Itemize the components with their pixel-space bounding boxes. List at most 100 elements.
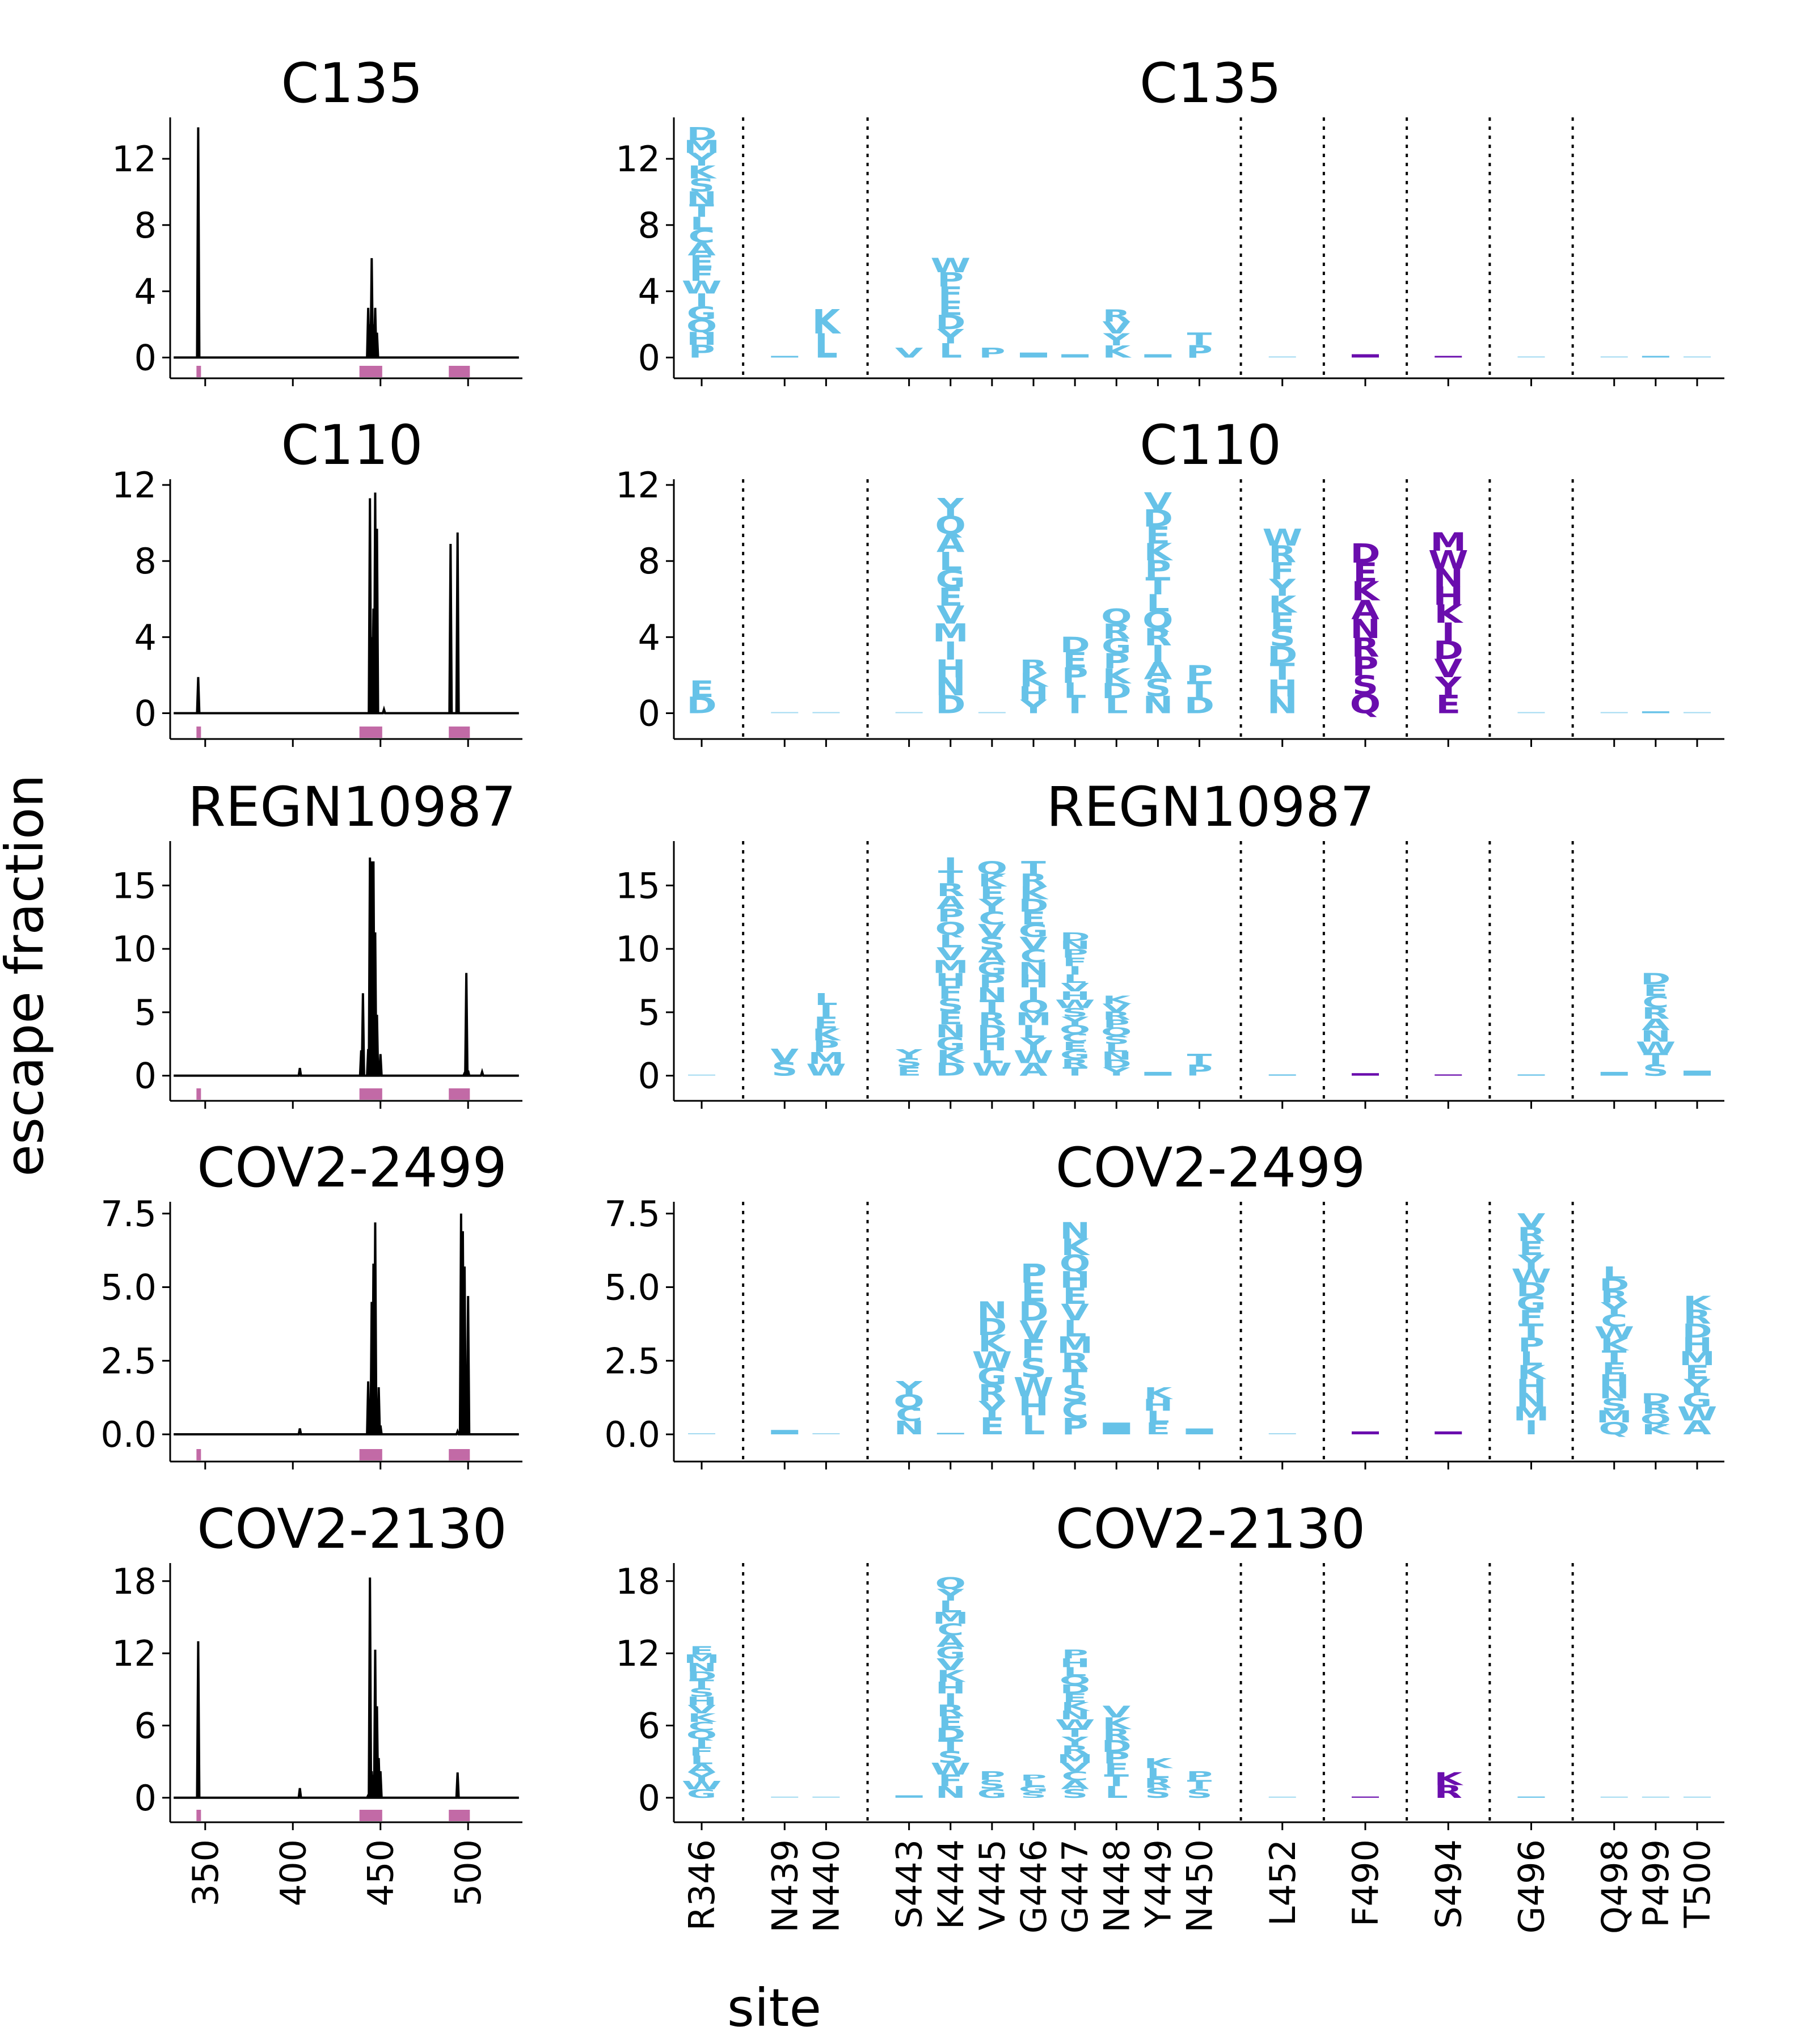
y-tick-label: 5.0 [604,1267,660,1308]
logo-stack: TP [1186,329,1213,362]
logo-stack [1269,1074,1296,1075]
y-tick-label: 12 [112,138,157,180]
logo-stack [1103,1422,1130,1434]
logo-stack [1352,354,1379,358]
logo-stack [1144,354,1171,358]
site-tick-label: G496 [1511,1839,1552,1933]
logo-stack [896,1796,923,1798]
y-tick-label: 7.5 [100,1193,157,1235]
y-tick-label: 0 [134,337,157,378]
site-tick-label: T500 [1677,1839,1718,1928]
y-tick-label: 5 [638,992,660,1033]
logo-stack [1642,356,1669,357]
logo-stack [1061,354,1089,358]
y-tick-label: 0 [638,693,660,734]
site-highlight [360,1088,382,1100]
logo-letter: D [935,690,965,719]
logo-stack: ED [686,677,716,719]
logo-letter: W [972,1059,1012,1080]
logo-stack: PSG [977,1769,1007,1801]
y-tick-label: 8 [134,205,157,246]
logo-stack: V [895,345,923,361]
x-tick-label: 500 [448,1839,489,1906]
y-tick-label: 15 [615,865,660,906]
logo-stack: PTD [1184,661,1214,719]
logo-letter: E [1436,690,1461,719]
logo-letter: R [1435,1781,1462,1802]
logo-letter: E [980,1413,1005,1440]
logo-letter: I [1068,694,1082,718]
logo-stack [1601,1072,1628,1076]
logo-stack [1020,353,1047,358]
y-tick-label: 0 [134,693,157,734]
logo-letter: D [1184,693,1214,719]
logo-stack [1144,1072,1171,1076]
x-tick-label: 400 [272,1839,314,1906]
y-tick-label: 0 [134,1777,157,1819]
site-highlight [449,727,470,738]
site-highlight [196,1449,201,1460]
logo-stack [1684,1071,1711,1076]
logo-stack [1518,1074,1545,1075]
logo-letter: N [894,1417,925,1439]
logo-letter: Q [1350,689,1381,720]
y-tick-label: 12 [615,1633,660,1674]
y-tick-label: 8 [134,540,157,582]
logo-letter: L [815,327,838,366]
y-tick-label: 0.0 [604,1414,660,1455]
site-tick-label: V445 [972,1839,1013,1931]
logo-letter: N [935,1783,966,1801]
logo-letter: P [978,345,1005,361]
y-tick-label: 0 [638,1777,660,1819]
site-highlight [360,727,382,738]
logo-letter: L [1105,1783,1128,1802]
y-tick-label: 10 [112,928,157,970]
y-tick-label: 12 [615,138,660,180]
logo-stack: TP [1186,1051,1213,1079]
site-tick-label: F490 [1345,1839,1386,1927]
y-tick-label: 5.0 [100,1267,157,1308]
figure-ylabel: escape fraction [0,774,55,1176]
logo-stack: KL [812,302,842,365]
y-tick-label: 5 [134,992,157,1033]
logo-stack [771,1430,798,1434]
site-highlight [196,366,201,377]
y-tick-label: 6 [638,1705,660,1746]
line-plot-title: C110 [281,413,423,477]
site-highlight [360,1449,382,1460]
logo-letter: Q [1599,1419,1630,1438]
logo-plot-title: COV2-2499 [1056,1136,1366,1200]
site-tick-label: P499 [1635,1839,1677,1928]
logo-plot-title: REGN10987 [1047,775,1375,839]
figure-xlabel: site [727,1978,821,2038]
y-tick-label: 8 [638,205,660,246]
site-highlight [196,1810,201,1821]
logo-stack [1435,1074,1462,1075]
site-tick-label: G446 [1013,1839,1054,1933]
site-tick-label: G447 [1054,1839,1096,1933]
logo-letter: N [1143,691,1174,719]
line-plot-title: COV2-2499 [197,1136,507,1200]
site-highlight [360,366,382,377]
line-plot-title: COV2-2130 [197,1497,507,1561]
logo-stack: KR [1434,1769,1463,1802]
line-plot-title: C135 [281,52,423,115]
logo-letter: P [1186,1062,1213,1079]
site-highlight [360,1810,382,1821]
logo-letter: Y [1020,696,1048,717]
y-tick-label: 10 [615,928,660,970]
site-tick-label: Y449 [1137,1839,1179,1928]
site-highlight [449,1088,470,1100]
site-tick-label: N440 [805,1839,847,1933]
